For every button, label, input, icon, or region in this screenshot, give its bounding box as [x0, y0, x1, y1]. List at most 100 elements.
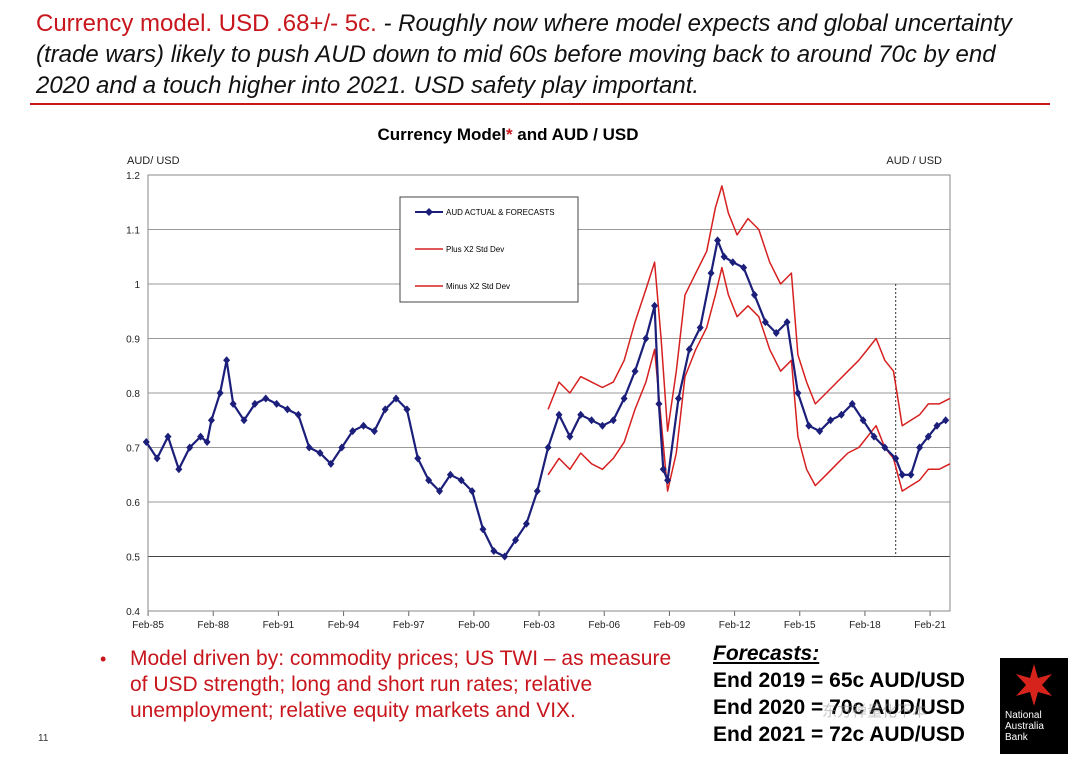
model-drivers-bullet: • Model driven by: commodity prices; US … — [100, 646, 690, 724]
actual-point-38 — [533, 487, 541, 496]
actual-point-53 — [674, 394, 682, 403]
actual-point-8 — [216, 389, 224, 397]
actual-point-4 — [186, 443, 194, 452]
currency-chart: Currency Model* and AUD / USD AUD/ USD A… — [126, 125, 951, 631]
actual-point-72 — [870, 432, 878, 441]
actual-point-42 — [577, 410, 585, 419]
actual-point-65 — [794, 389, 802, 397]
actual-point-54 — [685, 345, 693, 354]
watermark: 东方禅量化不本 — [822, 703, 928, 720]
plot-frame — [147, 174, 951, 612]
actual-point-34 — [490, 547, 498, 556]
legend-label-actual: AUD ACTUAL & FORECASTS — [446, 208, 555, 217]
actual-point-41 — [566, 432, 574, 441]
actual-point-3 — [175, 465, 183, 474]
actual-point-47 — [631, 367, 639, 376]
x-tick-label-9: Feb-12 — [719, 620, 751, 631]
actual-point-66 — [805, 421, 813, 430]
headline-highlight: Currency model. USD .68+/- 5c. — [36, 10, 377, 37]
x-tick-label-10: Feb-15 — [784, 620, 816, 631]
actual-point-18 — [316, 448, 324, 457]
actual-point-75 — [898, 470, 906, 479]
x-tick-label-0: Feb-85 — [132, 620, 164, 631]
slide-headline: Currency model. USD .68+/- 5c. - Roughly… — [36, 8, 1046, 101]
bullet-text: Model driven by: commodity prices; US TW… — [130, 647, 672, 722]
actual-point-1 — [153, 454, 161, 463]
actual-point-71 — [859, 416, 867, 425]
legend: AUD ACTUAL & FORECASTS Plus X2 Std Dev M… — [399, 196, 579, 303]
actual-point-40 — [555, 410, 563, 419]
actual-point-35 — [501, 552, 509, 561]
y-tick-label-2: 0.6 — [126, 498, 140, 509]
x-tick-label-4: Feb-97 — [393, 620, 425, 631]
actual-point-7 — [207, 416, 215, 425]
x-tick-label-2: Feb-91 — [263, 620, 295, 631]
chart-title-asterisk: * — [506, 125, 513, 144]
actual-point-5 — [197, 432, 205, 441]
x-tick-label-1: Feb-88 — [197, 620, 229, 631]
actual-point-63 — [772, 329, 780, 338]
actual-point-48 — [642, 334, 650, 343]
actual-point-19 — [327, 459, 335, 468]
x-tick-label-6: Feb-03 — [523, 620, 555, 631]
logo-line-2: Australia — [1005, 721, 1044, 732]
y-tick-label-4: 0.8 — [126, 389, 140, 400]
series-plus-2sd-line — [547, 185, 951, 432]
actual-point-46 — [620, 394, 628, 403]
series-minus-2sd-line — [547, 266, 951, 492]
logo-line-1: National — [1005, 710, 1042, 721]
actual-point-16 — [294, 410, 302, 419]
series-layer — [142, 185, 951, 561]
forecast-line-2020: End 2020 = 70c AUD/USD — [713, 696, 965, 719]
actual-point-36 — [512, 536, 520, 545]
headline-rule — [30, 103, 1050, 105]
x-tick-label-12: Feb-21 — [914, 620, 946, 631]
actual-point-6 — [203, 438, 211, 447]
actual-point-67 — [816, 427, 824, 436]
bullet-symbol: • — [100, 649, 107, 669]
actual-point-56 — [707, 269, 715, 278]
actual-point-80 — [942, 416, 950, 425]
forecast-line-2019: End 2019 = 65c AUD/USD — [713, 669, 965, 692]
actual-point-68 — [827, 416, 835, 425]
actual-point-37 — [522, 519, 530, 528]
actual-point-28 — [425, 476, 433, 485]
x-tick-label-7: Feb-06 — [588, 620, 620, 631]
x-tick-label-8: Feb-09 — [654, 620, 686, 631]
actual-point-25 — [392, 394, 400, 403]
forecast-line-2021: End 2021 = 72c AUD/USD — [713, 723, 965, 746]
headline-body: - Roughly now where model expects and gl… — [36, 10, 1012, 99]
actual-point-49 — [651, 301, 659, 310]
actual-point-74 — [892, 454, 900, 463]
chart-title-rest: and AUD / USD — [513, 125, 639, 144]
actual-point-43 — [588, 416, 596, 425]
y-tick-label-6: 1 — [134, 280, 140, 291]
actual-point-0 — [142, 438, 150, 447]
slide-number: 11 — [38, 733, 49, 744]
actual-point-52 — [664, 476, 672, 485]
chart-title-main: Currency Model — [377, 125, 505, 144]
y-tick-label-7: 1.1 — [126, 226, 140, 237]
actual-point-2 — [164, 432, 172, 441]
actual-point-27 — [414, 454, 422, 463]
actual-point-14 — [273, 399, 281, 408]
logo-text: National Australia Bank — [1005, 710, 1044, 743]
actual-point-78 — [924, 432, 932, 441]
actual-point-11 — [240, 416, 248, 425]
forecasts-heading: Forecasts: — [713, 642, 820, 665]
x-tick-label-5: Feb-00 — [458, 620, 490, 631]
legend-label-plus: Plus X2 Std Dev — [446, 245, 504, 254]
actual-point-12 — [251, 399, 259, 408]
y-tick-label-8: 1.2 — [126, 171, 140, 182]
actual-point-55 — [696, 323, 704, 332]
actual-point-73 — [881, 443, 889, 452]
legend-marker-actual — [425, 208, 433, 216]
actual-point-17 — [305, 443, 313, 452]
actual-point-45 — [609, 416, 617, 425]
actual-point-20 — [338, 443, 346, 452]
actual-point-13 — [262, 394, 270, 403]
y-tick-label-1: 0.5 — [126, 553, 140, 564]
star-icon — [1016, 664, 1052, 706]
actual-point-33 — [479, 525, 487, 534]
actual-point-50 — [655, 399, 663, 408]
